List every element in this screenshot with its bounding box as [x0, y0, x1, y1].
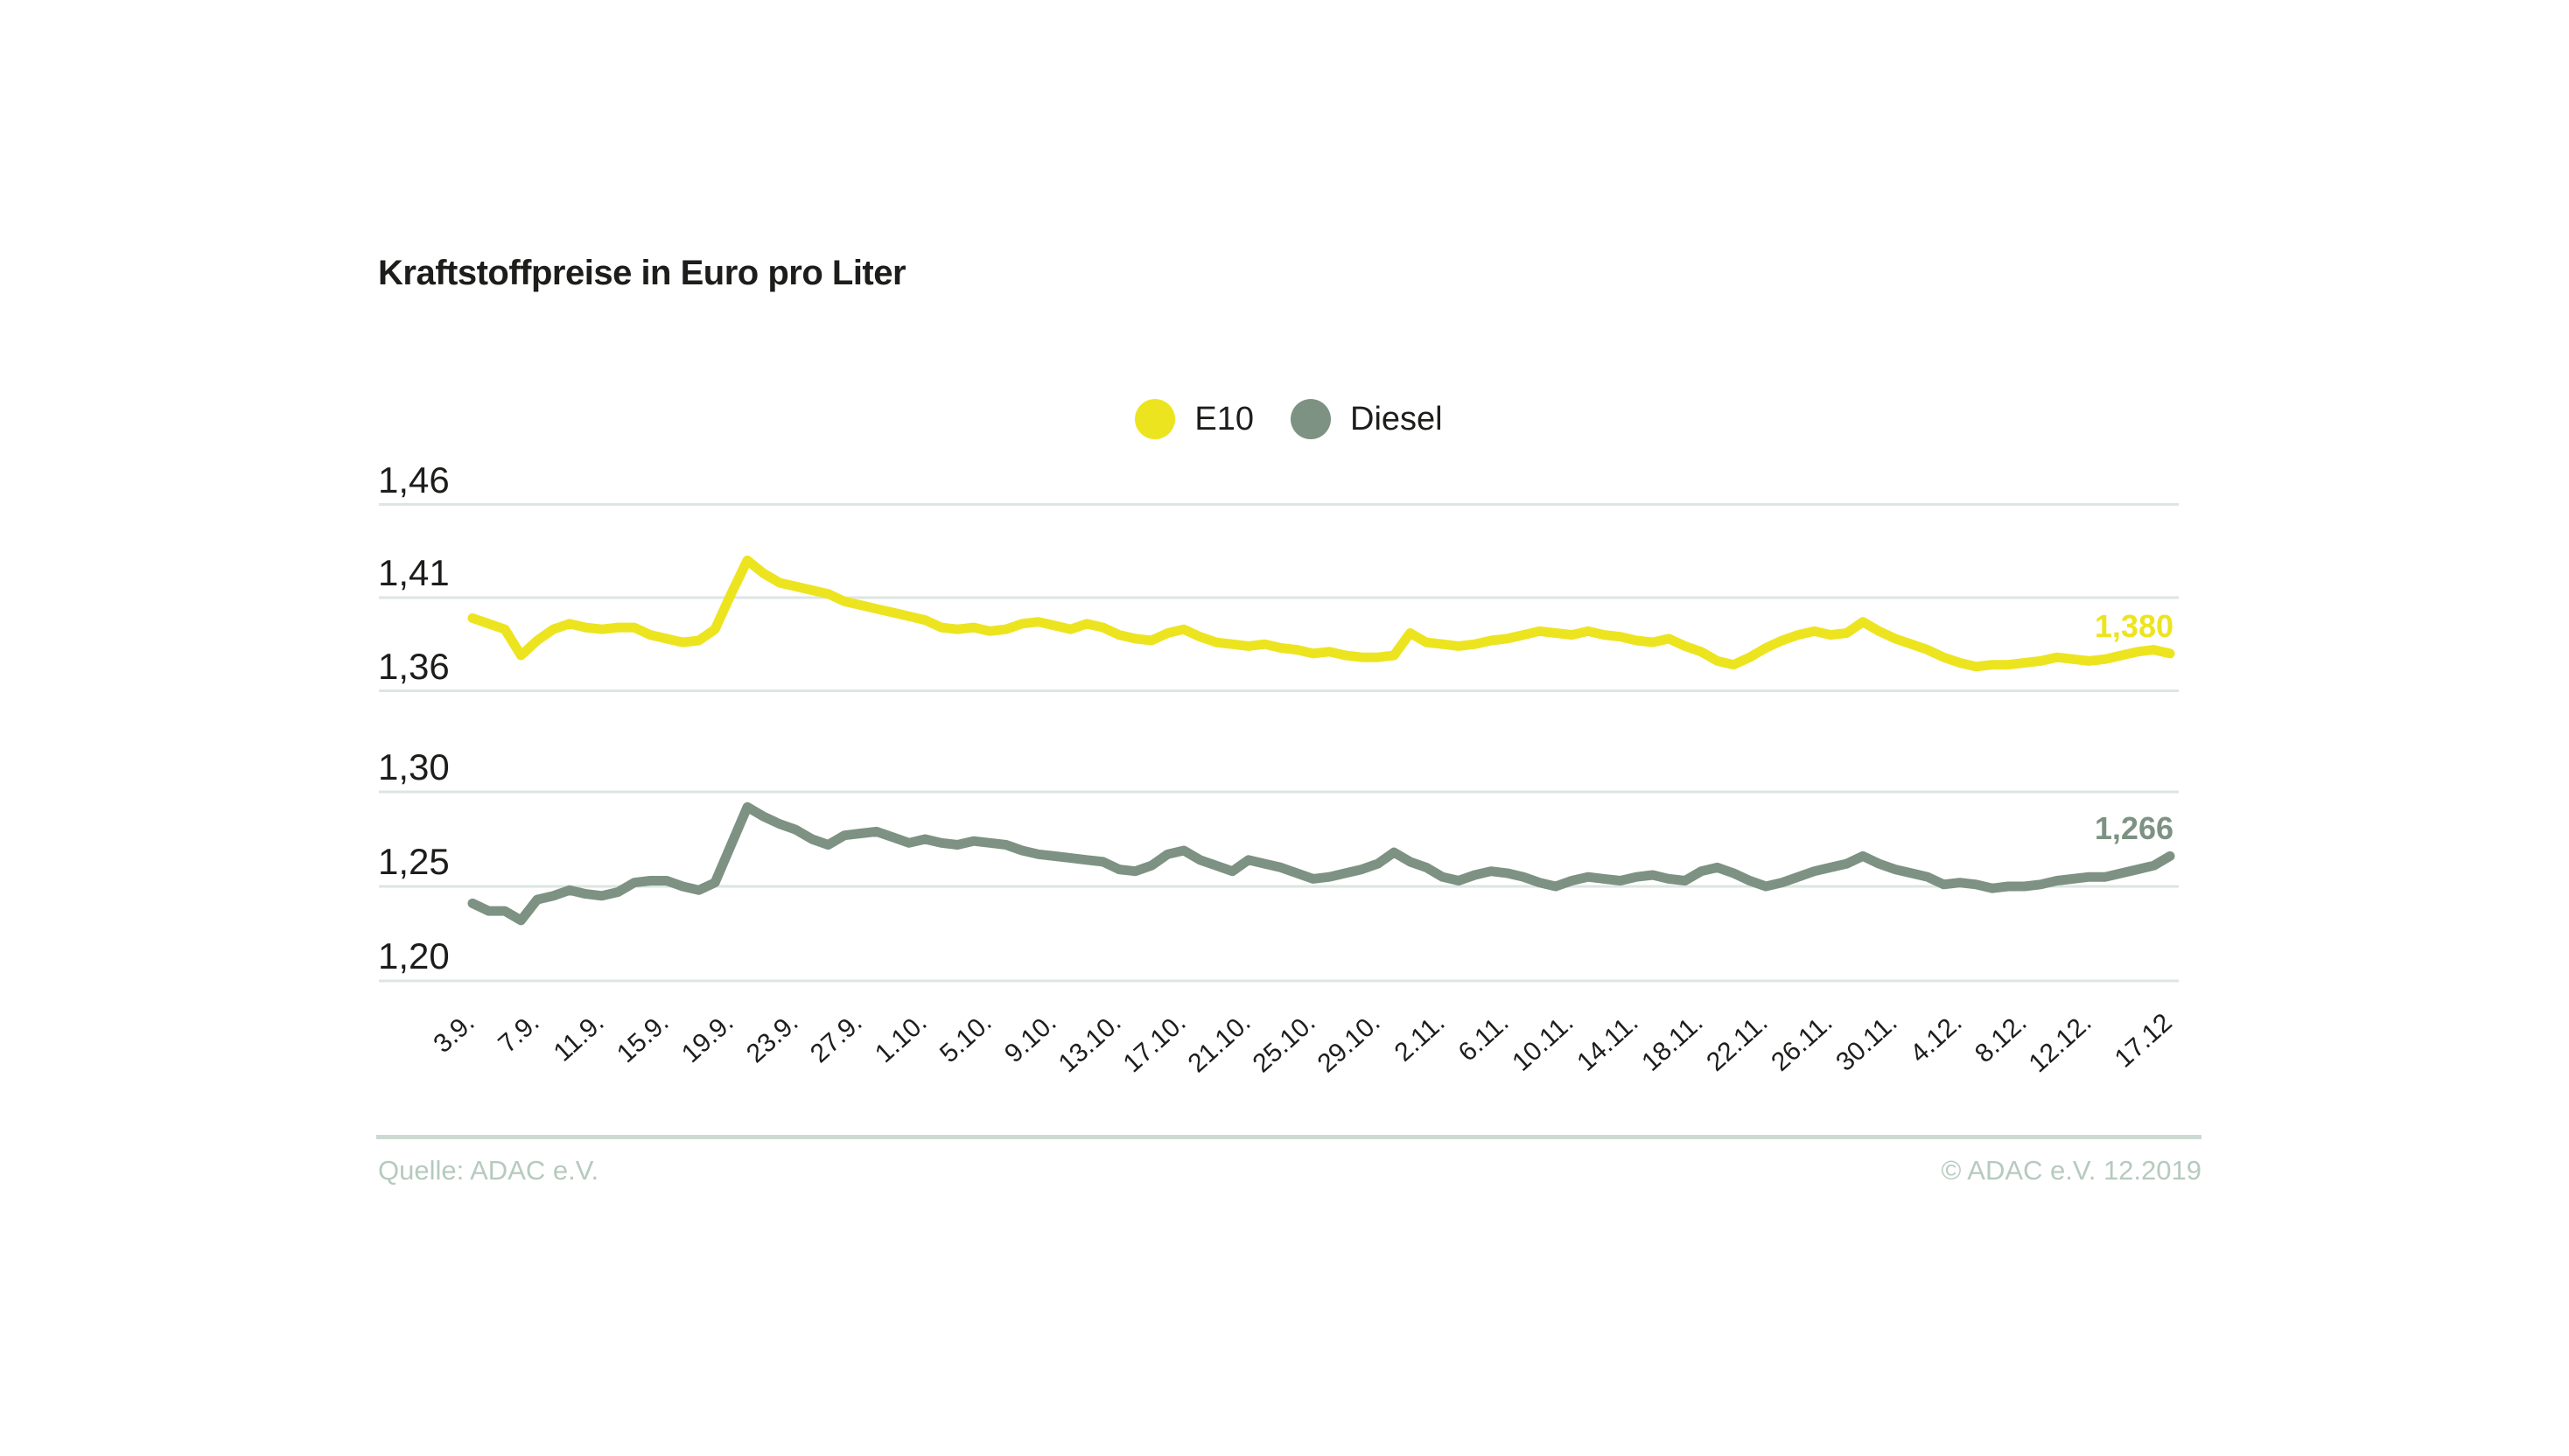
footer-source: Quelle: ADAC e.V. — [378, 1155, 599, 1186]
e10-price-line — [467, 555, 2175, 672]
y-axis-label: 1,25 — [378, 841, 450, 882]
diesel-price-line — [467, 802, 2175, 926]
y-axis-label: 1,41 — [378, 552, 450, 593]
diesel-dot-icon — [1291, 399, 1331, 439]
y-axis-label: 1,46 — [378, 458, 450, 500]
footer-copyright: © ADAC e.V. 12.2019 — [1941, 1155, 2202, 1186]
footer-divider — [376, 1135, 2202, 1139]
page-title: Kraftstoffpreise in Euro pro Liter — [378, 254, 906, 292]
y-axis-label: 1,36 — [378, 645, 450, 687]
legend-item-e10: E10 — [1135, 399, 1254, 439]
y-axis-label: 1,30 — [378, 746, 450, 788]
legend-label-diesel: Diesel — [1350, 400, 1443, 438]
price-line-chart — [379, 503, 2179, 983]
e10-end-value-label: 1,380 — [2094, 607, 2174, 644]
legend: E10 Diesel — [376, 399, 2202, 439]
y-axis-label: 1,20 — [378, 935, 450, 976]
legend-item-diesel: Diesel — [1291, 399, 1443, 439]
e10-dot-icon — [1135, 399, 1176, 439]
legend-label-e10: E10 — [1194, 400, 1254, 438]
diesel-end-value-label: 1,266 — [2094, 810, 2174, 847]
